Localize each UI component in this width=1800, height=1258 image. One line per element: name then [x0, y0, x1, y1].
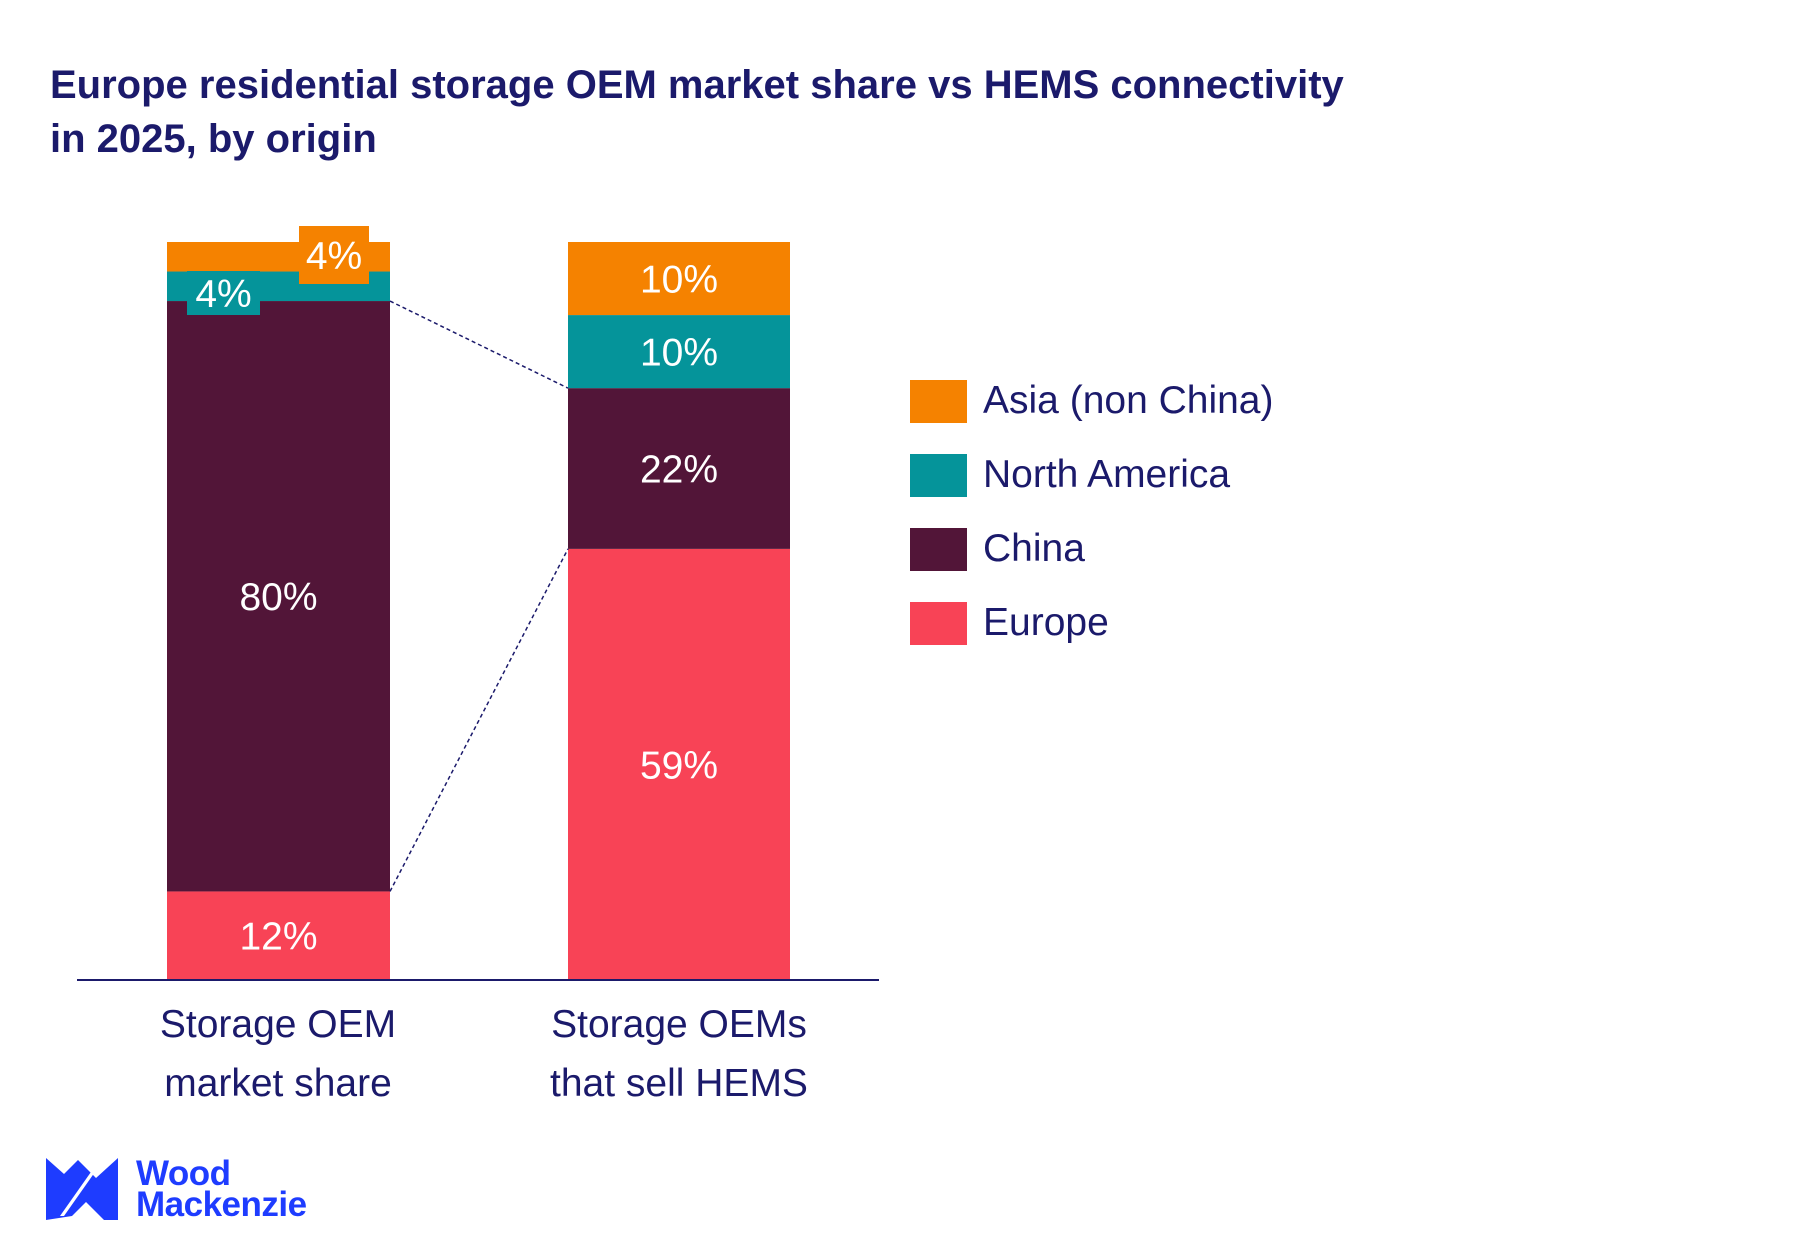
data-label: 10% — [640, 332, 718, 375]
legend: Asia (non China) North America China Europe — [910, 364, 1273, 660]
data-label-box — [187, 271, 260, 315]
data-label: 80% — [239, 576, 317, 619]
logo-text-line: Mackenzie — [136, 1185, 307, 1224]
x-tick-label-line: Storage OEMs — [551, 1003, 807, 1046]
legend-swatch — [910, 527, 967, 571]
x-tick-label-line: market share — [164, 1062, 392, 1105]
logo-text-line: Wood — [136, 1154, 231, 1193]
legend-item: North America — [910, 438, 1273, 512]
x-tick-label-line: that sell HEMS — [550, 1062, 808, 1105]
x-tick-label-1: Storage OEMs that sell HEMS — [499, 995, 859, 1113]
bar-segment-europe — [167, 891, 390, 980]
connector-line — [389, 300, 569, 389]
legend-item: Asia (non China) — [910, 364, 1273, 438]
bar-segment-china — [568, 388, 790, 549]
data-label: 10% — [640, 259, 718, 302]
data-label: 22% — [640, 449, 718, 492]
chart-title: Europe residential storage OEM market sh… — [50, 63, 1344, 161]
data-label: 4% — [195, 273, 251, 316]
logo-mark-icon — [46, 1158, 118, 1220]
x-tick-label-line: Storage OEM — [159, 1003, 397, 1046]
legend-label: Asia (non China) — [983, 379, 1274, 422]
legend-item: Europe — [910, 586, 1273, 660]
bar-segment-china — [167, 301, 390, 892]
legend-label: North America — [983, 453, 1231, 496]
legend-label: China — [983, 527, 1085, 570]
x-tick-label-0: Storage OEM market share — [98, 995, 458, 1113]
legend-item: China — [910, 512, 1273, 586]
legend-swatch — [910, 453, 967, 497]
data-label: 59% — [640, 744, 718, 787]
data-label: 12% — [239, 916, 317, 959]
bar-segment-asia-non-china- — [568, 242, 790, 316]
wood-mackenzie-logo: Wood Mackenzie — [46, 1154, 307, 1224]
legend-swatch — [910, 601, 967, 645]
legend-swatch — [910, 379, 967, 423]
bar-segment-europe — [568, 548, 790, 980]
legend-label: Europe — [983, 601, 1109, 644]
connector-line — [389, 548, 569, 892]
data-label: 4% — [306, 235, 362, 278]
data-label-box — [299, 226, 369, 284]
bar-segment-north-america — [568, 315, 790, 389]
